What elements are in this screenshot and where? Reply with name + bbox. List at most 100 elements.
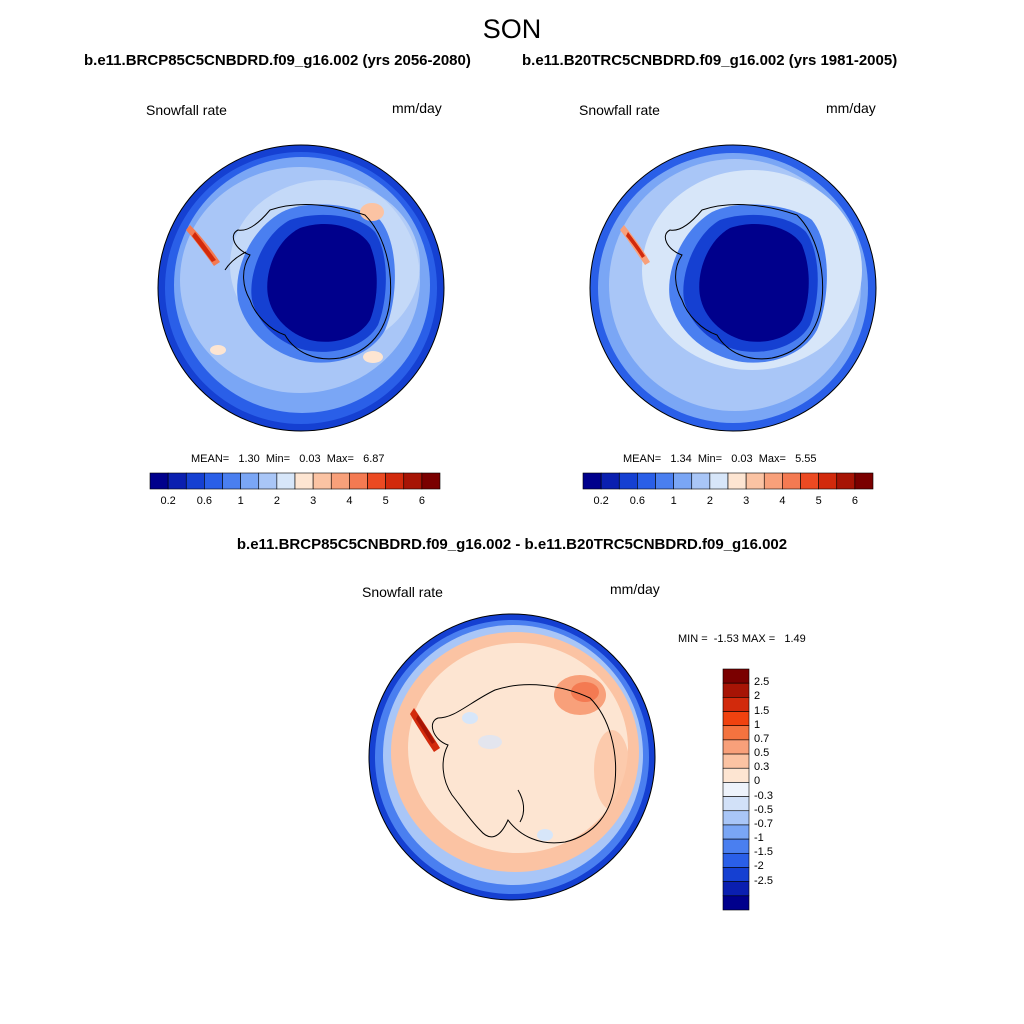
colorbar-box [722, 881, 750, 897]
colorbar-box [722, 753, 750, 769]
colorbar-box [367, 472, 386, 490]
colorbar-right [582, 472, 874, 490]
colorbar-difference [722, 668, 750, 911]
colorbar-tick-label: 2 [273, 495, 280, 507]
colorbar-tick-label: 0.7 [754, 732, 770, 745]
colorbar-box [149, 472, 169, 490]
colorbar-box [240, 472, 260, 490]
colorbar-box [222, 472, 241, 490]
colorbar-box [673, 472, 693, 490]
colorbar-tick-label: 4 [779, 495, 786, 507]
colorbar-box [727, 472, 747, 490]
colorbar-box [722, 725, 750, 741]
panel-left-run-title: b.e11.BRCP85C5CNBDRD.f09_g16.002 (yrs 20… [84, 52, 471, 69]
map-left [157, 144, 445, 432]
colorbar-box [349, 472, 368, 490]
colorbar-box [403, 472, 423, 490]
colorbar-tick-label: 1 [237, 495, 244, 507]
colorbar-tick-label: 6 [418, 495, 425, 507]
colorbar-box [763, 472, 783, 490]
colorbar-box [204, 472, 223, 490]
colorbar-tick-label: 1 [670, 495, 677, 507]
colorbar-box [421, 472, 441, 490]
colorbar-tick-label: 1.5 [754, 704, 770, 717]
colorbar-tick-label: 2 [754, 690, 761, 703]
colorbar-box [854, 472, 874, 490]
panel-left-stats: MEAN= 1.30 Min= 0.03 Max= 6.87 [191, 453, 385, 465]
panel-right-run-title: b.e11.B20TRC5CNBDRD.f09_g16.002 (yrs 198… [522, 52, 898, 69]
panel-right-units-label: mm/day [826, 100, 876, 116]
colorbar-box [722, 682, 750, 698]
colorbar-tick-label: 3 [310, 495, 317, 507]
colorbar-tick-label: 0.2 [160, 495, 176, 507]
colorbar-tick-label: -0.3 [754, 789, 773, 802]
map-difference [368, 613, 656, 901]
colorbar-box [722, 767, 750, 783]
colorbar-tick-label: -1.5 [754, 846, 773, 859]
colorbar-box [722, 824, 750, 840]
difference-units-label: mm/day [610, 581, 660, 597]
colorbar-box [836, 472, 856, 490]
panel-left-units-label: mm/day [392, 100, 442, 116]
colorbar-box [655, 472, 674, 490]
colorbar-box [722, 668, 750, 684]
colorbar-box [709, 472, 729, 490]
colorbar-tick-label: 0.5 [754, 747, 770, 760]
panel-right-stats: MEAN= 1.34 Min= 0.03 Max= 5.55 [623, 453, 817, 465]
colorbar-box [722, 852, 750, 868]
colorbar-tick-label: 0 [754, 775, 761, 788]
panel-right-variable-label: Snowfall rate [579, 102, 660, 118]
figure-title: SON [482, 14, 542, 44]
colorbar-box [818, 472, 838, 490]
colorbar-box [600, 472, 620, 490]
colorbar-left [149, 472, 441, 490]
colorbar-box [276, 472, 296, 490]
colorbar-tick-label: -2 [754, 860, 764, 873]
colorbar-box [618, 472, 638, 490]
difference-title: b.e11.BRCP85C5CNBDRD.f09_g16.002 - b.e11… [236, 536, 788, 553]
colorbar-box [722, 810, 750, 826]
colorbar-tick-label: 0.6 [196, 495, 213, 507]
colorbar-tick-label: 0.6 [629, 495, 646, 507]
colorbar-box [745, 472, 765, 490]
colorbar-box [782, 472, 801, 490]
colorbar-box [312, 472, 332, 490]
colorbar-box [637, 472, 656, 490]
colorbar-box [722, 711, 750, 727]
map-right [589, 144, 877, 432]
colorbar-box [691, 472, 711, 490]
colorbar-box [582, 472, 602, 490]
colorbar-tick-label: -1 [754, 832, 764, 845]
colorbar-tick-label: -0.7 [754, 817, 773, 830]
colorbar-tick-label: 2 [706, 495, 713, 507]
colorbar-box [167, 472, 187, 490]
colorbar-box [294, 472, 314, 490]
colorbar-tick-label: 5 [815, 495, 822, 507]
colorbar-box [722, 697, 750, 712]
panel-left-variable-label: Snowfall rate [146, 102, 227, 118]
colorbar-box [800, 472, 819, 490]
colorbar-box [722, 895, 750, 911]
colorbar-tick-label: 5 [382, 495, 389, 507]
difference-stats: MIN = -1.53 MAX = 1.49 [678, 633, 806, 645]
colorbar-box [722, 796, 750, 812]
colorbar-box [722, 867, 750, 882]
colorbar-tick-label: 3 [743, 495, 750, 507]
colorbar-tick-label: 1 [754, 718, 761, 731]
colorbar-tick-label: 6 [851, 495, 858, 507]
colorbar-tick-label: 0.2 [593, 495, 609, 507]
colorbar-tick-label: 4 [346, 495, 353, 507]
colorbar-box [722, 838, 750, 854]
difference-variable-label: Snowfall rate [362, 584, 443, 600]
colorbar-box [330, 472, 350, 490]
colorbar-tick-label: -0.5 [754, 803, 773, 816]
colorbar-box [722, 739, 750, 755]
colorbar-box [258, 472, 278, 490]
colorbar-box [385, 472, 405, 490]
colorbar-tick-label: -2.5 [754, 874, 773, 887]
colorbar-box [722, 782, 750, 797]
colorbar-tick-label: 0.3 [754, 761, 770, 774]
colorbar-tick-label: 2.5 [754, 676, 770, 689]
colorbar-box [185, 472, 205, 490]
